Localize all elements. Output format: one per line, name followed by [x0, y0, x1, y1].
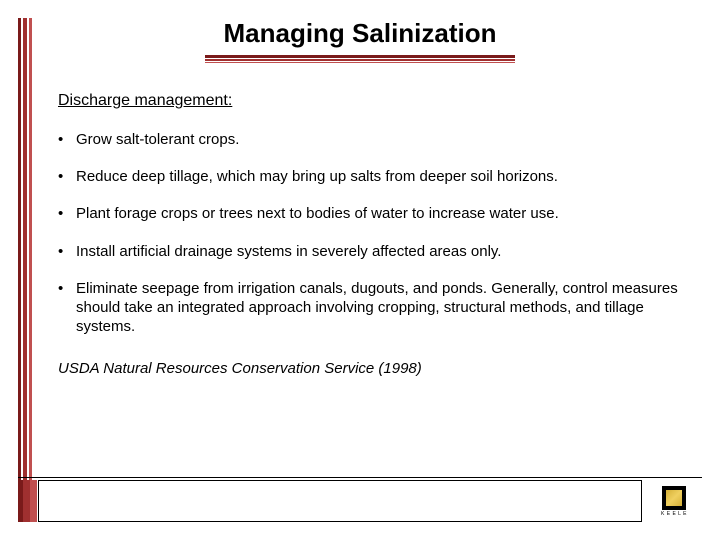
stripe-1: [18, 18, 21, 522]
left-accent-stripes: [18, 18, 32, 522]
content-area: Discharge management: Grow salt-tolerant…: [58, 92, 680, 377]
title-underline: [205, 55, 515, 63]
footer-divider: [18, 477, 702, 478]
footer-accent-stripes: [18, 480, 38, 522]
section-subhead: Discharge management:: [58, 92, 680, 110]
title-block: Managing Salinization: [0, 18, 720, 63]
list-item: Plant forage crops or trees next to bodi…: [58, 204, 680, 223]
stripe-2: [23, 18, 26, 522]
stripe-2: [25, 480, 30, 522]
logo-text: K E E L E: [661, 512, 687, 517]
logo-mark: [662, 486, 686, 510]
list-item: Grow salt-tolerant crops.: [58, 130, 680, 149]
footer-frame: [38, 480, 642, 522]
stripe-3: [29, 18, 32, 522]
stripe-1: [18, 480, 23, 522]
stripe-3: [32, 480, 37, 522]
list-item: Eliminate seepage from irrigation canals…: [58, 279, 680, 337]
list-item: Reduce deep tillage, which may bring up …: [58, 167, 680, 186]
list-item: Install artificial drainage systems in s…: [58, 242, 680, 261]
bullet-list: Grow salt-tolerant crops. Reduce deep ti…: [58, 130, 680, 336]
citation-text: USDA Natural Resources Conservation Serv…: [58, 360, 680, 377]
slide-title: Managing Salinization: [223, 18, 496, 53]
keele-logo: K E E L E: [650, 480, 698, 522]
